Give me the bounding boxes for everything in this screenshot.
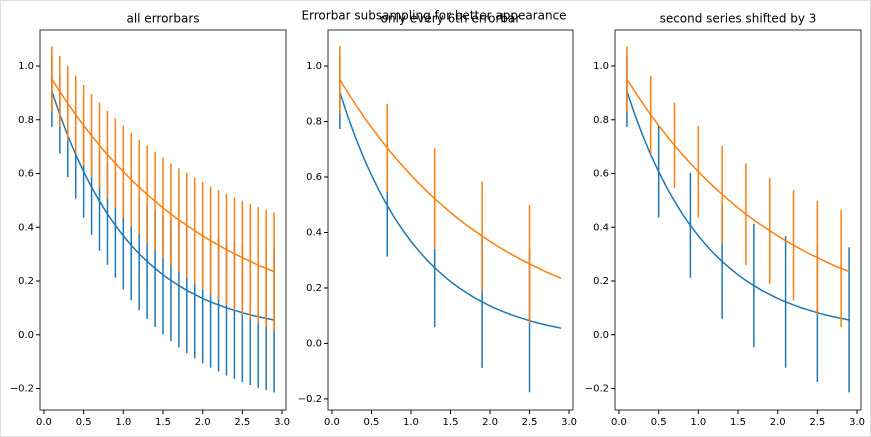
x-tick-label: 2.5	[234, 417, 250, 428]
x-tick-label: 2.0	[770, 417, 786, 428]
x-tick-label: 3.0	[849, 417, 865, 428]
axes-frame	[39, 29, 287, 411]
x-tick-label: 0.0	[611, 417, 627, 428]
y-tick-label: 0.2	[593, 276, 609, 287]
y-tick-label: −0.2	[585, 384, 609, 395]
y-tick-label: 0.6	[593, 169, 609, 180]
y-tick-label: 0.4	[593, 222, 609, 233]
x-tick-label: 2.5	[809, 417, 825, 428]
y-tick-label: 0.8	[593, 115, 609, 126]
y-tick-label: 0.4	[18, 222, 34, 233]
x-tick-label: 0.5	[76, 417, 92, 428]
y-tick-label: 0.0	[306, 338, 322, 349]
x-tick-label: 1.0	[403, 417, 419, 428]
x-tick-label: 3.0	[561, 417, 577, 428]
x-tick-label: 0.5	[651, 417, 667, 428]
x-tick-label: 2.0	[195, 417, 211, 428]
y-tick-label: 0.6	[306, 172, 322, 183]
series-line	[626, 91, 850, 321]
axes-frame	[614, 29, 862, 411]
y-tick-label: 0.0	[18, 330, 34, 341]
y-tick-label: −0.2	[10, 384, 34, 395]
x-tick-label: 2.0	[482, 417, 498, 428]
axes: all errorbars 0.0 0.5 1.0 1.5 2.0 2.5 3.0 −0.2 0.…	[10, 12, 290, 429]
x-tick-label: 1.5	[730, 417, 746, 428]
axes-frame	[327, 29, 574, 411]
x-tick-label: 0.0	[36, 417, 52, 428]
x-tick-label: 0.5	[364, 417, 380, 428]
y-tick-label: 0.2	[306, 283, 322, 294]
axes-title: second series shifted by 3	[660, 12, 817, 26]
axes-title: all errorbars	[126, 12, 199, 26]
y-tick-label: −0.2	[298, 394, 322, 405]
x-tick-label: 1.0	[115, 417, 131, 428]
figure-title: Errorbar subsampling for better appearan…	[301, 9, 566, 23]
series-line	[51, 78, 275, 273]
x-tick-label: 2.5	[522, 417, 538, 428]
y-tick-label: 1.0	[306, 61, 322, 72]
x-tick-label: 1.5	[443, 417, 459, 428]
y-tick-label: 0.2	[18, 276, 34, 287]
y-tick-label: 1.0	[18, 61, 34, 72]
x-tick-label: 1.5	[155, 417, 171, 428]
x-tick-label: 1.0	[690, 417, 706, 428]
y-tick-label: 0.8	[18, 115, 34, 126]
y-tick-label: 0.4	[306, 227, 322, 238]
series-line	[339, 92, 562, 329]
series-line	[626, 78, 850, 273]
x-tick-label: 3.0	[274, 417, 290, 428]
y-tick-label: 0.0	[593, 330, 609, 341]
series-line	[339, 79, 562, 279]
axes: second series shifted by 3 0.0 0.5 1.0 1.5 2.…	[585, 12, 865, 429]
y-tick-label: 0.8	[306, 117, 322, 128]
axes-title: only every 6th errorbar	[381, 12, 521, 26]
y-tick-label: 1.0	[593, 61, 609, 72]
axes: only every 6th errorbar 0.0 0.5 1.0 1.5 2.0 2.…	[298, 12, 577, 429]
series-line	[51, 91, 275, 321]
x-tick-label: 0.0	[324, 417, 340, 428]
y-tick-label: 0.6	[18, 169, 34, 180]
